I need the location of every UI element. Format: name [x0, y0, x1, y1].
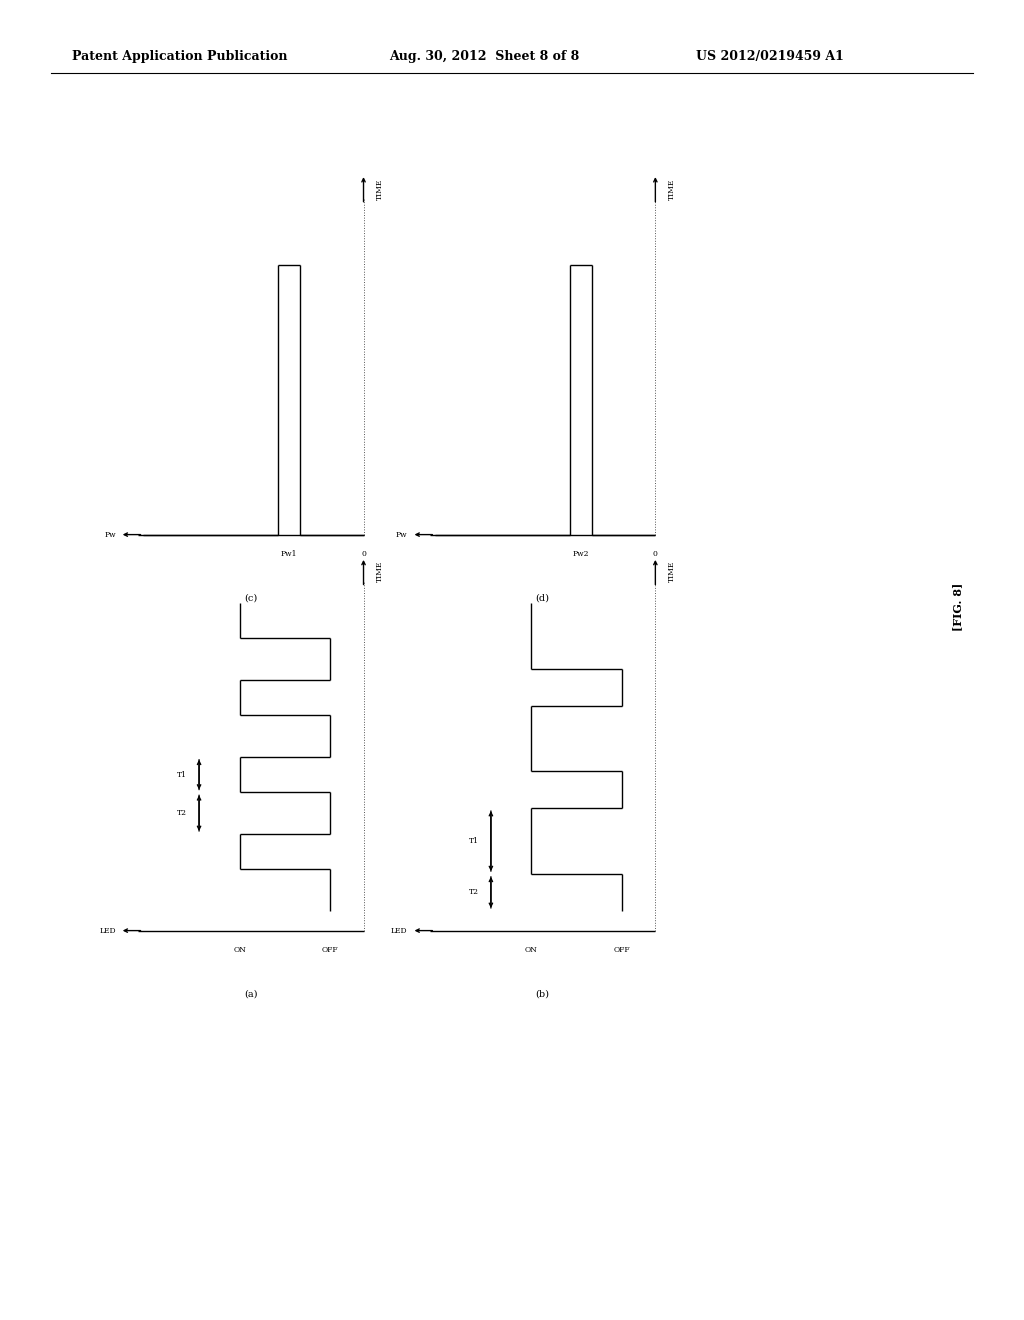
Text: (a): (a)	[244, 990, 258, 999]
Text: Pw2: Pw2	[572, 550, 589, 558]
Text: T1: T1	[177, 771, 186, 779]
Text: TIME: TIME	[668, 178, 676, 199]
Text: (b): (b)	[536, 990, 550, 999]
Text: Aug. 30, 2012  Sheet 8 of 8: Aug. 30, 2012 Sheet 8 of 8	[389, 50, 580, 63]
Text: LED: LED	[99, 927, 116, 935]
Text: 0: 0	[361, 550, 366, 558]
Text: ON: ON	[233, 946, 246, 954]
Text: T2: T2	[469, 888, 478, 896]
Text: OFF: OFF	[613, 946, 630, 954]
Text: LED: LED	[391, 927, 408, 935]
Text: [FIG. 8]: [FIG. 8]	[952, 583, 963, 631]
Text: TIME: TIME	[668, 561, 676, 582]
Text: Pw1: Pw1	[281, 550, 297, 558]
Text: Pw: Pw	[396, 531, 408, 539]
Text: US 2012/0219459 A1: US 2012/0219459 A1	[696, 50, 844, 63]
Text: Patent Application Publication: Patent Application Publication	[72, 50, 287, 63]
Text: ON: ON	[525, 946, 538, 954]
Text: (d): (d)	[536, 594, 550, 603]
Text: T2: T2	[177, 809, 186, 817]
Text: 0: 0	[653, 550, 657, 558]
Text: (c): (c)	[245, 594, 257, 603]
Text: T1: T1	[469, 837, 478, 845]
Text: Pw: Pw	[104, 531, 116, 539]
Text: OFF: OFF	[322, 946, 338, 954]
Text: TIME: TIME	[376, 561, 384, 582]
Text: TIME: TIME	[376, 178, 384, 199]
